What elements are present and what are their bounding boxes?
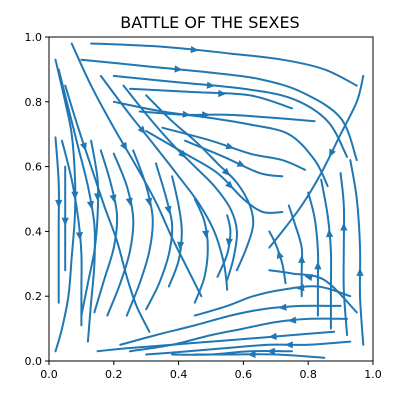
x-tick-label: 0.8 (299, 368, 317, 381)
streamline-arrow (266, 347, 275, 355)
streamline-arrow (75, 232, 83, 241)
streamline-arrow (314, 261, 322, 270)
streamline (96, 330, 336, 353)
streamline (193, 353, 326, 359)
streamline-arrow (206, 81, 215, 89)
streamline (145, 340, 352, 356)
streamline (320, 178, 333, 330)
streamline-arrow (55, 199, 63, 208)
streamline-arrow (225, 238, 233, 247)
streamline (145, 162, 174, 311)
streamline-arrow (326, 229, 334, 238)
streamline-arrow (145, 197, 153, 207)
streamline-arrow (225, 180, 234, 189)
streamline-arrow (80, 142, 87, 151)
streamline (80, 58, 358, 162)
streamline (125, 149, 154, 317)
x-tick-label: 0.6 (235, 368, 253, 381)
y-tick-label: 0.0 (25, 355, 43, 368)
x-tick-label: 0.4 (170, 368, 188, 381)
streamline-arrow (236, 160, 246, 167)
streamline (307, 191, 320, 317)
streamline-arrow (86, 200, 94, 210)
streamline-arrow (278, 303, 287, 311)
streamline-arrow (298, 254, 306, 263)
streamline (349, 159, 365, 346)
streamline (90, 42, 358, 87)
streamline-arrow (329, 148, 336, 158)
y-tick-label: 0.4 (25, 225, 43, 238)
streamline (287, 204, 304, 298)
streamline (268, 74, 365, 249)
x-axis: 0.0 0.2 0.4 0.6 0.8 1.0 (40, 361, 382, 381)
streamline (193, 198, 209, 304)
streamline-arrow (94, 193, 102, 202)
streamline-arrow (71, 191, 79, 200)
streamline-arrow (268, 332, 277, 340)
y-tick-label: 0.2 (25, 290, 43, 303)
streamline (122, 84, 238, 281)
streamline (93, 149, 119, 314)
x-tick-label: 0.0 (40, 368, 58, 381)
streamline (54, 136, 60, 304)
y-tick-label: 0.6 (25, 161, 43, 174)
streamline (339, 172, 349, 337)
streamline-arrow (288, 316, 297, 324)
streamline (54, 58, 77, 353)
streamline-arrow (356, 267, 364, 276)
x-tick-label: 0.2 (105, 368, 123, 381)
streamline-arrow (225, 142, 235, 150)
streamline-arrow (174, 65, 183, 73)
streamline (138, 110, 316, 123)
streamline-arrow (284, 341, 293, 349)
streamline-arrow (276, 250, 284, 259)
streamline-arrow (125, 197, 133, 207)
streamline-arrow (178, 149, 187, 159)
streamline-arrow (61, 217, 69, 226)
streamline-arrow (218, 89, 227, 98)
streamline (119, 304, 342, 346)
streamline-arrow (190, 46, 199, 54)
plot-frame (48, 36, 374, 362)
streamline-arrow (109, 194, 117, 203)
streamline (80, 139, 100, 317)
streamline-arrow (137, 125, 146, 135)
streamline-arrow (177, 241, 185, 250)
streamline-arrow (340, 222, 348, 231)
chart-title: BATTLE OF THE SEXES (120, 13, 299, 32)
streamline (161, 126, 306, 171)
streamline (64, 84, 151, 333)
streamline (99, 74, 229, 291)
streamline (106, 152, 135, 317)
streamline-arrow (202, 111, 211, 119)
y-axis: 0.0 0.2 0.4 0.6 0.8 1.0 (25, 31, 49, 368)
streamline-arrow (247, 350, 256, 359)
x-tick-label: 1.0 (364, 368, 382, 381)
streamline-arrow (202, 230, 210, 239)
streamline (193, 285, 352, 317)
streamline-arrow (120, 141, 128, 151)
y-tick-label: 1.0 (25, 31, 43, 44)
y-tick-label: 0.8 (25, 96, 43, 109)
streamline-arrow (296, 284, 305, 292)
streamline (145, 94, 255, 272)
streamline (167, 175, 183, 288)
streamline (112, 74, 349, 158)
streamline-arrow (164, 205, 172, 215)
streamline-arrow (304, 274, 313, 282)
streamline (268, 269, 358, 314)
streamlines (54, 42, 365, 359)
streamline-arrow (221, 167, 230, 176)
